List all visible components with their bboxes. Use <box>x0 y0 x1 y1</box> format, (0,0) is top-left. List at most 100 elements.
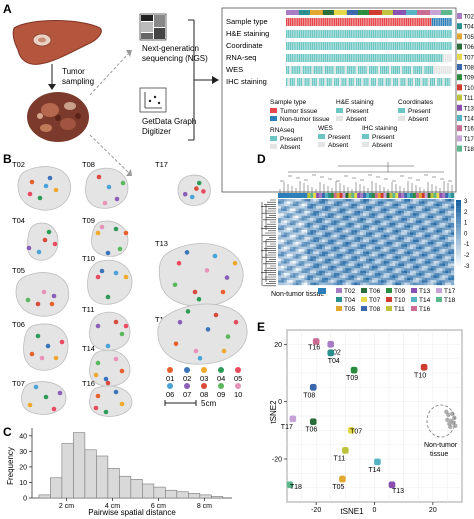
heatmap-cell <box>322 242 326 245</box>
heatmap-cell <box>445 227 449 231</box>
heatmap-cell <box>348 210 352 214</box>
heatmap-cell <box>401 230 405 233</box>
heatmap-cell <box>415 232 419 235</box>
oncoprint-cell <box>450 66 452 74</box>
heatmap-cell <box>348 203 352 207</box>
heatmap-cell <box>404 256 408 259</box>
annotation-cell <box>368 193 373 198</box>
heatmap-cell <box>357 273 361 276</box>
heatmap-cell <box>386 242 390 245</box>
annotation-cell <box>395 193 399 198</box>
sampling-dot <box>177 319 183 325</box>
oncoprint-cell <box>339 66 341 74</box>
heatmap-cell <box>436 251 440 255</box>
sample-strip-cell <box>381 10 384 15</box>
heatmap-cell <box>380 222 384 226</box>
heatmap-cell <box>327 218 331 221</box>
panel-letter-b: B <box>3 152 12 166</box>
oncoprint-cell <box>444 18 447 26</box>
tumor-outline-t10: T10 <box>82 254 133 305</box>
heatmap-cell <box>304 239 308 243</box>
colorbar-segment <box>456 202 461 205</box>
heatmap-cell <box>360 232 364 235</box>
oncoprint-cell <box>446 18 448 26</box>
outline-label-t18: T18 <box>155 315 168 324</box>
heatmap-cell <box>319 227 323 231</box>
non-tumor-annotation: Non-tumor <box>424 442 458 449</box>
heatmap-cell <box>289 218 293 221</box>
oncoprint-cell <box>442 42 445 50</box>
heatmap-cell <box>351 230 355 233</box>
heatmap-legend-swatch <box>361 297 367 302</box>
heatmap-cell <box>418 203 422 207</box>
heatmap-cell <box>310 256 314 259</box>
heatmap-cell <box>348 201 352 204</box>
heatmap-cell <box>398 275 402 278</box>
oncoprint-cell <box>369 54 371 62</box>
heatmap-cell <box>442 258 446 262</box>
histogram-y-tick-label: 20 <box>19 464 27 471</box>
oncoprint-cell <box>359 30 362 38</box>
heatmap-cell <box>439 261 443 264</box>
heatmap-cell <box>374 258 378 262</box>
heatmap-cell <box>421 201 425 204</box>
heatmap-cell <box>354 225 358 228</box>
legend-dot-label: 09 <box>217 390 225 399</box>
sampling-dot <box>197 355 203 361</box>
oncoprint-cell <box>383 78 386 86</box>
sample-strip-cell <box>339 10 342 15</box>
panel-letter-c: C <box>3 425 12 439</box>
heatmap-cell <box>427 239 431 243</box>
oncoprint-cell <box>308 54 310 62</box>
heatmap-cell <box>377 253 381 257</box>
oncoprint-cell <box>343 18 345 26</box>
oncoprint-cell <box>330 78 332 86</box>
sampling-dot <box>225 334 231 339</box>
oncoprint-cell <box>439 42 441 50</box>
heatmap-cell <box>404 213 408 216</box>
legend-rnaseq-present: Present <box>280 136 303 143</box>
heatmap-cell <box>410 275 414 278</box>
oncoprint-cell <box>337 42 340 50</box>
colorbar-segment <box>456 204 461 207</box>
heatmap-cell <box>366 208 370 212</box>
heatmap-cell <box>410 261 414 264</box>
oncoprint-cell <box>405 66 408 74</box>
heatmap-cell <box>339 282 343 286</box>
oncoprint-cell <box>354 18 356 26</box>
heatmap-cell <box>410 230 414 233</box>
heatmap-cell <box>421 268 425 271</box>
oncoprint-cell <box>343 54 345 62</box>
heatmap-cell <box>427 256 431 259</box>
heatmap-cell <box>289 213 293 216</box>
heatmap-cell <box>289 258 293 262</box>
heatmap-cell <box>310 201 314 204</box>
heatmap-cell <box>366 270 370 274</box>
oncoprint-cell <box>450 78 452 86</box>
oncoprint-cell <box>374 78 376 86</box>
oncoprint-cell <box>295 54 297 62</box>
panel-letter-e: E <box>257 320 265 334</box>
oncoprint-cell <box>332 42 334 50</box>
heatmap-cell <box>407 263 411 267</box>
heatmap-cell <box>374 273 378 276</box>
legend-dot <box>235 383 241 389</box>
oncoprint-cell <box>435 54 437 62</box>
annotation-cell <box>407 193 411 198</box>
heatmap-cell <box>427 282 431 286</box>
heatmap-cell <box>327 213 331 216</box>
oncoprint-cell <box>332 54 334 62</box>
oncoprint-cell <box>298 42 301 50</box>
heatmap-cell <box>327 222 331 226</box>
heatmap-cell <box>283 225 287 228</box>
heatmap-cell <box>333 201 337 204</box>
heatmap-cell <box>316 239 320 243</box>
heatmap-cell <box>327 242 331 245</box>
sampling-dot <box>119 401 125 407</box>
heatmap-cell <box>395 199 399 202</box>
heatmap-cell <box>289 256 293 259</box>
heatmap-cell <box>418 239 422 243</box>
oncoprint-cell <box>341 30 343 38</box>
heatmap-cell <box>330 261 334 264</box>
heatmap-cell <box>333 261 337 264</box>
